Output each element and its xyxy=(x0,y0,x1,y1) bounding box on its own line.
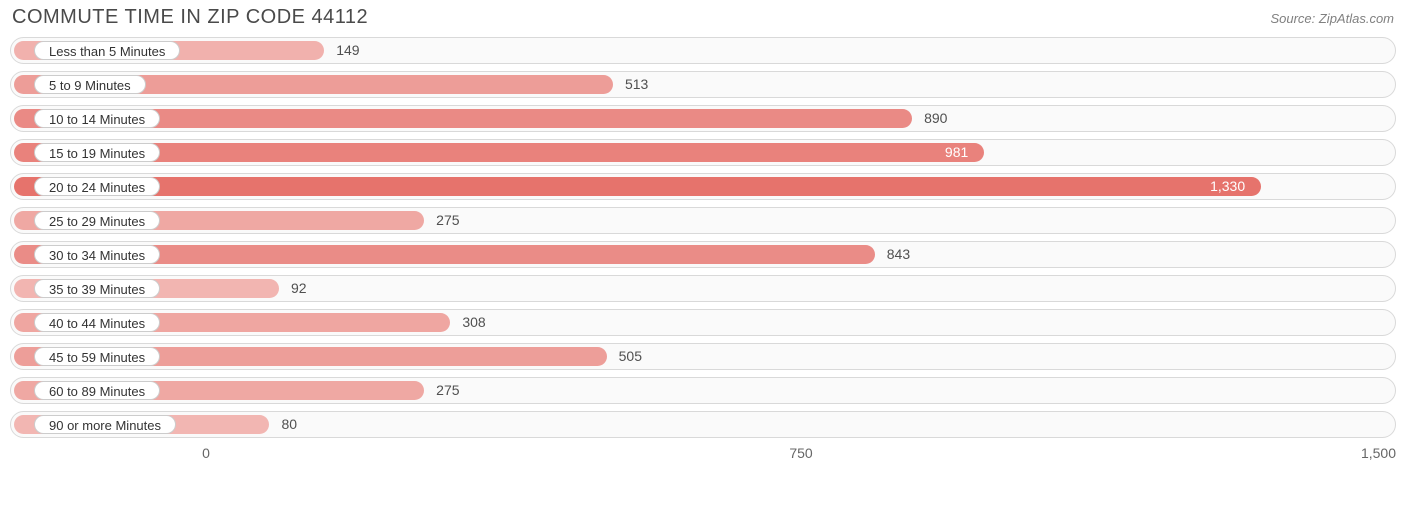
category-label: 90 or more Minutes xyxy=(34,415,176,434)
axis-tick: 1,500 xyxy=(1361,445,1396,461)
value-label: 513 xyxy=(625,71,648,98)
chart-header: COMMUTE TIME IN ZIP CODE 44112 Source: Z… xyxy=(10,6,1396,29)
value-label: 890 xyxy=(924,105,947,132)
x-axis: 0 750 1,500 xyxy=(10,445,1396,467)
bar-fill xyxy=(14,177,1261,196)
bar-row: 30 to 34 Minutes 843 xyxy=(10,241,1396,268)
bar-row: 40 to 44 Minutes 308 xyxy=(10,309,1396,336)
value-label: 149 xyxy=(336,37,359,64)
value-label: 981 xyxy=(945,139,968,166)
category-label: 40 to 44 Minutes xyxy=(34,313,160,332)
commute-time-chart: COMMUTE TIME IN ZIP CODE 44112 Source: Z… xyxy=(0,0,1406,471)
chart-source: Source: ZipAtlas.com xyxy=(1270,11,1394,26)
category-label: 15 to 19 Minutes xyxy=(34,143,160,162)
bar-row: 45 to 59 Minutes 505 xyxy=(10,343,1396,370)
category-label: 30 to 34 Minutes xyxy=(34,245,160,264)
chart-title: COMMUTE TIME IN ZIP CODE 44112 xyxy=(12,6,368,29)
value-label: 1,330 xyxy=(1210,173,1245,200)
value-label: 505 xyxy=(619,343,642,370)
bar-row: 20 to 24 Minutes 1,330 xyxy=(10,173,1396,200)
value-label: 843 xyxy=(887,241,910,268)
bar-row: 5 to 9 Minutes 513 xyxy=(10,71,1396,98)
category-label: Less than 5 Minutes xyxy=(34,41,180,60)
bar-row: 90 or more Minutes 80 xyxy=(10,411,1396,438)
bar-row: 35 to 39 Minutes 92 xyxy=(10,275,1396,302)
category-label: 20 to 24 Minutes xyxy=(34,177,160,196)
value-label: 275 xyxy=(436,207,459,234)
bar-row: 15 to 19 Minutes 981 xyxy=(10,139,1396,166)
value-label: 92 xyxy=(291,275,307,302)
category-label: 10 to 14 Minutes xyxy=(34,109,160,128)
axis-tick: 0 xyxy=(202,445,210,461)
bar-row: 25 to 29 Minutes 275 xyxy=(10,207,1396,234)
value-label: 80 xyxy=(281,411,297,438)
value-label: 275 xyxy=(436,377,459,404)
bar-row: 10 to 14 Minutes 890 xyxy=(10,105,1396,132)
bar-row: 60 to 89 Minutes 275 xyxy=(10,377,1396,404)
axis-tick: 750 xyxy=(789,445,812,461)
category-label: 60 to 89 Minutes xyxy=(34,381,160,400)
category-label: 35 to 39 Minutes xyxy=(34,279,160,298)
bars-area: Less than 5 Minutes 149 5 to 9 Minutes 513 1… xyxy=(10,37,1396,438)
value-label: 308 xyxy=(462,309,485,336)
category-label: 5 to 9 Minutes xyxy=(34,75,146,94)
category-label: 25 to 29 Minutes xyxy=(34,211,160,230)
bar-row: Less than 5 Minutes 149 xyxy=(10,37,1396,64)
category-label: 45 to 59 Minutes xyxy=(34,347,160,366)
